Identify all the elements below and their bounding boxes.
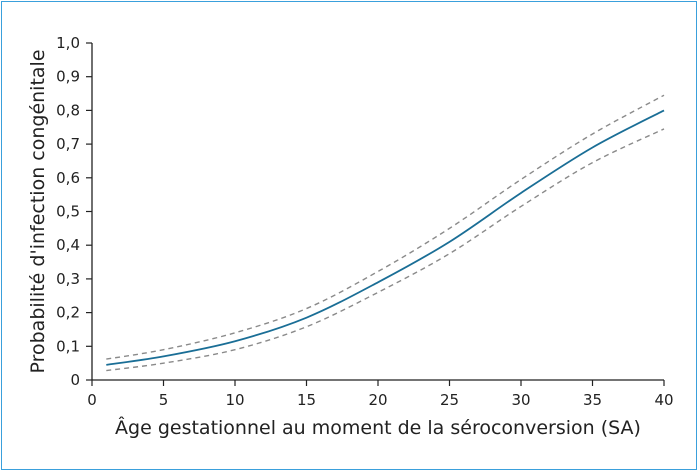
- y-tick-label: 0,2: [56, 304, 80, 322]
- series-layer: [106, 94, 665, 372]
- y-tick-label: 0,3: [56, 270, 80, 288]
- y-axis-title: Probabilité d'infection congénitale: [27, 49, 49, 373]
- x-axis-ticks: 0 5 10 15 20 25 30 35 40: [87, 380, 674, 409]
- x-tick-label: 30: [511, 391, 530, 409]
- x-tick-label: 10: [225, 391, 244, 409]
- y-tick-label: 0,6: [56, 169, 80, 187]
- x-tick-label: 5: [159, 391, 169, 409]
- y-tick-label: 0,7: [56, 135, 80, 153]
- x-tick-label: 40: [654, 391, 673, 409]
- x-tick-label: 25: [440, 391, 459, 409]
- y-tick-label: 0: [70, 371, 80, 389]
- series-estimate: [106, 109, 665, 366]
- x-tick-label: 15: [297, 391, 316, 409]
- x-tick-label: 35: [583, 391, 602, 409]
- x-tick-label: 0: [87, 391, 97, 409]
- y-tick-label: 0,1: [56, 337, 80, 355]
- x-tick-label: 20: [368, 391, 387, 409]
- x-axis-title: Âge gestationnel au moment de la sérocon…: [115, 416, 641, 439]
- y-tick-label: 1,0: [56, 34, 80, 52]
- y-axis-ticks: 0 0,1 0,2 0,3 0,4 0,5 0,6 0,7 0,8 0,9 1,0: [56, 34, 92, 389]
- y-tick-label: 0,5: [56, 203, 80, 221]
- series-upper-ci: [106, 94, 665, 360]
- y-tick-label: 0,9: [56, 68, 80, 86]
- series-lower-ci: [106, 128, 665, 372]
- axes: [91, 43, 664, 381]
- y-tick-label: 0,8: [56, 101, 80, 119]
- y-tick-label: 0,4: [56, 236, 80, 254]
